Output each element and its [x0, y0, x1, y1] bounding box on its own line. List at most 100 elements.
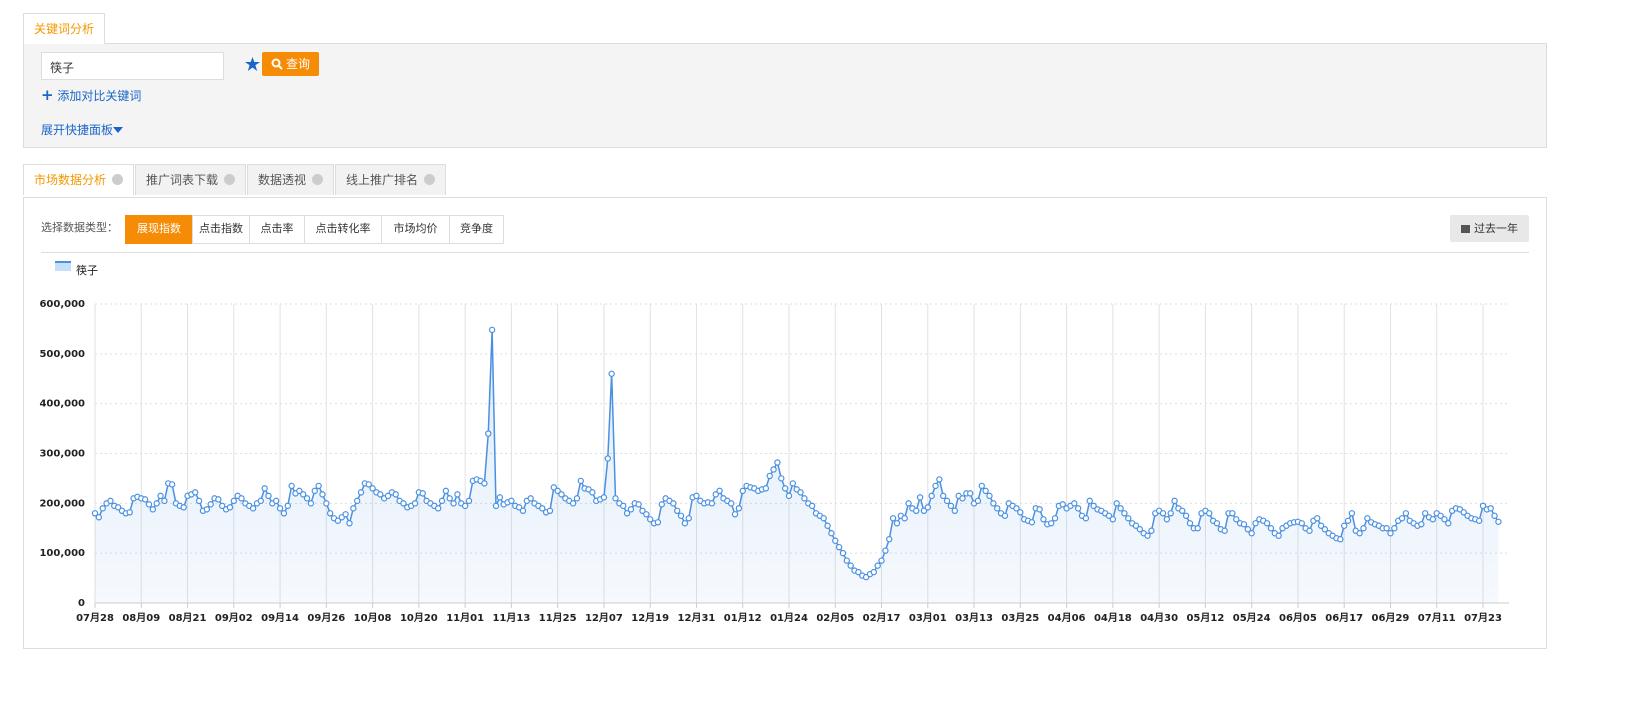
point: [1195, 526, 1200, 531]
point: [894, 521, 899, 526]
point: [1388, 531, 1393, 536]
point: [875, 563, 880, 568]
point: [821, 516, 826, 521]
point: [393, 492, 398, 497]
point: [482, 481, 487, 486]
point: [1083, 516, 1088, 521]
x-tick-label: 06月29: [1372, 612, 1410, 624]
point: [1276, 533, 1281, 538]
point: [358, 490, 363, 495]
point: [1122, 511, 1127, 516]
point: [316, 483, 321, 488]
point: [574, 496, 579, 501]
point: [439, 498, 444, 503]
point: [609, 371, 614, 376]
x-tick-label: 02月05: [816, 612, 854, 624]
point: [767, 473, 772, 478]
point: [266, 493, 271, 498]
point: [694, 493, 699, 498]
x-tick-label: 06月17: [1325, 612, 1363, 624]
point: [277, 506, 282, 511]
point: [447, 496, 452, 501]
point: [906, 501, 911, 506]
point: [1207, 511, 1212, 516]
x-tick-label: 12月19: [631, 612, 669, 624]
y-tick-label: 500,000: [39, 349, 85, 360]
point: [678, 513, 683, 518]
point: [486, 431, 491, 436]
point: [1002, 513, 1007, 518]
point: [343, 512, 348, 517]
point: [952, 508, 957, 513]
point: [659, 502, 664, 507]
point: [929, 493, 934, 498]
point: [1214, 521, 1219, 526]
point: [1496, 519, 1501, 524]
point: [1114, 501, 1119, 506]
point: [941, 493, 946, 498]
point: [312, 488, 317, 493]
point: [509, 498, 514, 503]
point: [1087, 498, 1092, 503]
point: [1018, 510, 1023, 515]
point: [1477, 518, 1482, 523]
point: [304, 496, 309, 501]
point: [466, 498, 471, 503]
point: [944, 498, 949, 503]
x-tick-label: 03月25: [1001, 612, 1039, 624]
x-tick-label: 04月18: [1094, 612, 1132, 624]
point: [258, 498, 263, 503]
point: [975, 498, 980, 503]
point: [1488, 506, 1493, 511]
point: [1430, 517, 1435, 522]
point: [786, 493, 791, 498]
point: [1230, 511, 1235, 516]
y-tick-label: 200,000: [39, 498, 85, 509]
x-tick-label: 10月20: [400, 612, 438, 624]
point: [143, 497, 148, 502]
point: [914, 508, 919, 513]
point: [578, 478, 583, 483]
point: [960, 496, 965, 501]
point: [158, 493, 163, 498]
point: [412, 501, 417, 506]
point: [239, 496, 244, 501]
header-tab[interactable]: 关键词分析: [23, 13, 105, 44]
point: [810, 503, 815, 508]
point: [925, 505, 930, 510]
point: [802, 496, 807, 501]
point: [879, 558, 884, 563]
point: [1384, 526, 1389, 531]
point: [790, 481, 795, 486]
x-tick-label: 12月31: [678, 612, 716, 624]
point: [1145, 533, 1150, 538]
point: [1249, 531, 1254, 536]
point: [1149, 528, 1154, 533]
point: [1446, 521, 1451, 526]
point: [948, 503, 953, 508]
point: [995, 506, 1000, 511]
point: [150, 507, 155, 512]
x-tick-label: 11月13: [492, 612, 530, 624]
point: [528, 496, 533, 501]
legend-label: 筷子: [76, 263, 98, 277]
point: [281, 511, 286, 516]
point: [436, 506, 441, 511]
point: [1118, 506, 1123, 511]
point: [937, 477, 942, 482]
point: [320, 492, 325, 497]
x-tick-label: 03月01: [909, 612, 947, 624]
point: [883, 548, 888, 553]
point: [798, 490, 803, 495]
point: [983, 488, 988, 493]
point: [1299, 521, 1304, 526]
x-tick-label: 10月08: [354, 612, 392, 624]
point: [709, 501, 714, 506]
point: [979, 483, 984, 488]
point: [1241, 522, 1246, 527]
y-tick-label: 0: [78, 598, 85, 609]
point: [1172, 498, 1177, 503]
point: [289, 483, 294, 488]
point: [181, 505, 186, 510]
